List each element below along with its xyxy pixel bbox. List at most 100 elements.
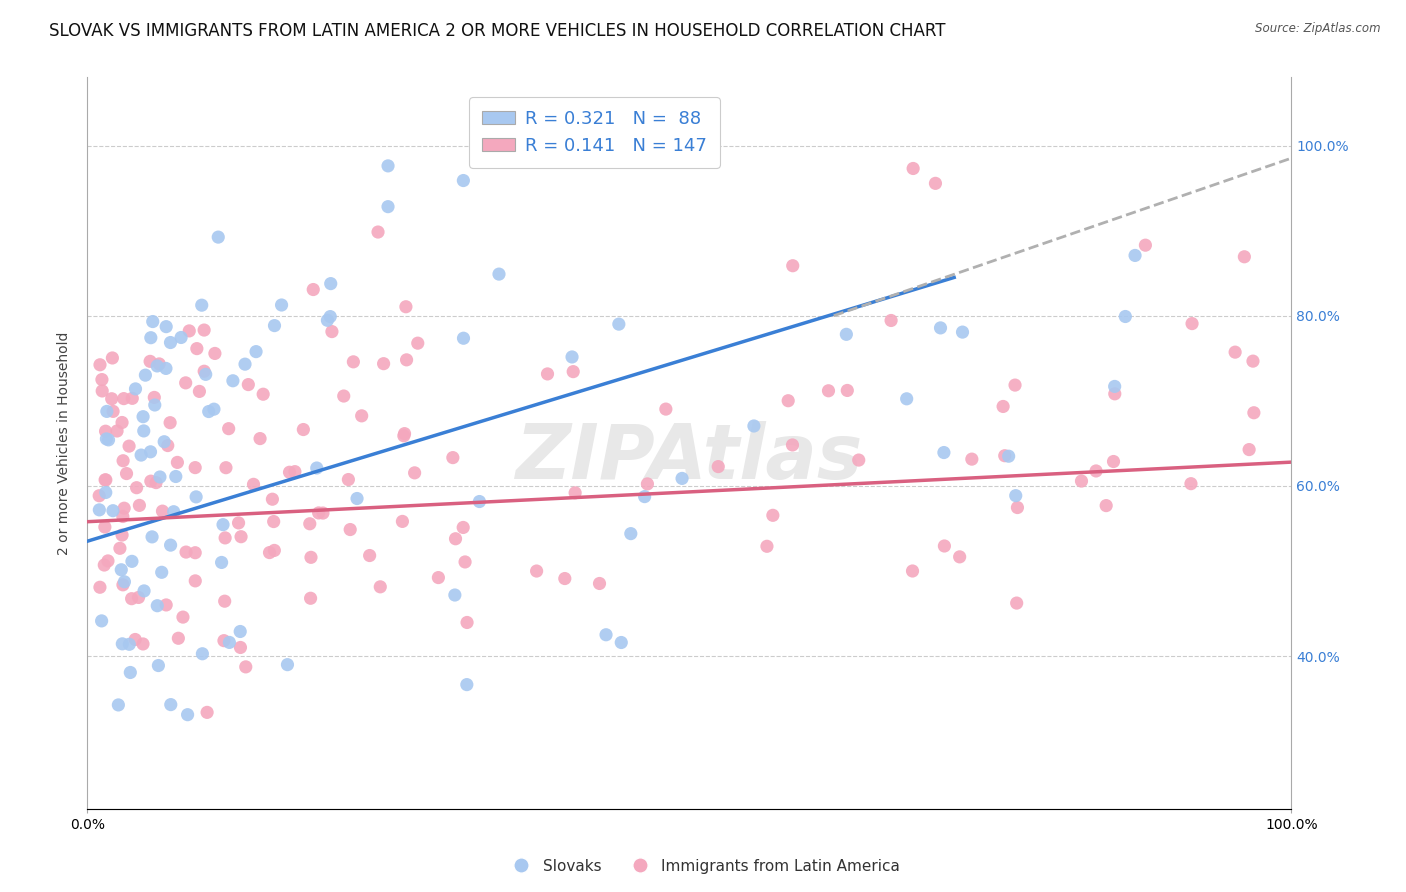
Point	[94, 473, 117, 487]
Point	[134, 368, 156, 383]
Point	[97, 554, 120, 568]
Point	[305, 461, 328, 475]
Point	[90, 373, 112, 387]
Point	[214, 594, 236, 608]
Point	[96, 432, 118, 446]
Point	[588, 576, 610, 591]
Point	[960, 452, 983, 467]
Point	[441, 450, 464, 465]
Point	[368, 580, 391, 594]
Point	[391, 515, 413, 529]
Point	[292, 423, 315, 437]
Point	[1180, 476, 1202, 491]
Point	[112, 392, 135, 406]
Point	[118, 637, 141, 651]
Point	[350, 409, 373, 423]
Point	[242, 477, 264, 491]
Point	[929, 321, 952, 335]
Point	[342, 355, 364, 369]
Point	[100, 392, 122, 406]
Point	[89, 489, 111, 503]
Point	[404, 466, 426, 480]
Point	[155, 598, 177, 612]
Point	[1223, 345, 1246, 359]
Point	[848, 453, 870, 467]
Point	[141, 530, 163, 544]
Point	[321, 325, 343, 339]
Point	[125, 481, 148, 495]
Point	[782, 259, 804, 273]
Point	[228, 516, 250, 530]
Point	[112, 574, 135, 589]
Point	[132, 583, 155, 598]
Point	[451, 520, 474, 534]
Point	[191, 647, 214, 661]
Point	[91, 384, 114, 398]
Point	[89, 358, 111, 372]
Point	[214, 531, 236, 545]
Point	[837, 384, 859, 398]
Point	[1114, 310, 1136, 324]
Point	[218, 422, 240, 436]
Point	[110, 563, 132, 577]
Point	[1104, 387, 1126, 401]
Point	[270, 298, 292, 312]
Point	[263, 515, 285, 529]
Point	[146, 599, 169, 613]
Point	[339, 523, 361, 537]
Legend: Slovaks, Immigrants from Latin America: Slovaks, Immigrants from Latin America	[501, 853, 905, 880]
Text: SLOVAK VS IMMIGRANTS FROM LATIN AMERICA 2 OR MORE VEHICLES IN HOUSEHOLD CORRELAT: SLOVAK VS IMMIGRANTS FROM LATIN AMERICA …	[49, 22, 946, 40]
Point	[229, 640, 252, 655]
Point	[111, 509, 134, 524]
Point	[89, 503, 111, 517]
Point	[561, 350, 583, 364]
Point	[159, 698, 181, 712]
Point	[167, 632, 190, 646]
Point	[195, 706, 218, 720]
Point	[299, 550, 322, 565]
Point	[139, 331, 162, 345]
Point	[194, 368, 217, 382]
Point	[155, 319, 177, 334]
Point	[233, 357, 256, 371]
Point	[742, 419, 765, 434]
Point	[994, 449, 1017, 463]
Point	[101, 404, 124, 418]
Point	[299, 591, 322, 606]
Point	[284, 465, 307, 479]
Point	[97, 433, 120, 447]
Point	[101, 504, 124, 518]
Point	[395, 300, 418, 314]
Point	[1102, 454, 1125, 468]
Point	[89, 580, 111, 594]
Point	[1104, 379, 1126, 393]
Point	[952, 325, 974, 339]
Point	[184, 546, 207, 560]
Point	[1123, 248, 1146, 262]
Point	[156, 439, 179, 453]
Point	[159, 335, 181, 350]
Point	[101, 351, 124, 365]
Text: ZIPAtlas: ZIPAtlas	[516, 421, 863, 495]
Text: Source: ZipAtlas.com: Source: ZipAtlas.com	[1256, 22, 1381, 36]
Point	[218, 635, 240, 649]
Point	[263, 318, 285, 333]
Point	[132, 637, 155, 651]
Point	[263, 543, 285, 558]
Point	[444, 588, 467, 602]
Point	[468, 494, 491, 508]
Point	[262, 492, 284, 507]
Point	[755, 539, 778, 553]
Point	[204, 346, 226, 360]
Point	[782, 438, 804, 452]
Point	[671, 471, 693, 485]
Point	[901, 564, 924, 578]
Point	[259, 545, 281, 559]
Point	[319, 277, 342, 291]
Point	[184, 460, 207, 475]
Point	[1095, 499, 1118, 513]
Point	[159, 538, 181, 552]
Point	[90, 614, 112, 628]
Point	[229, 624, 252, 639]
Point	[128, 499, 150, 513]
